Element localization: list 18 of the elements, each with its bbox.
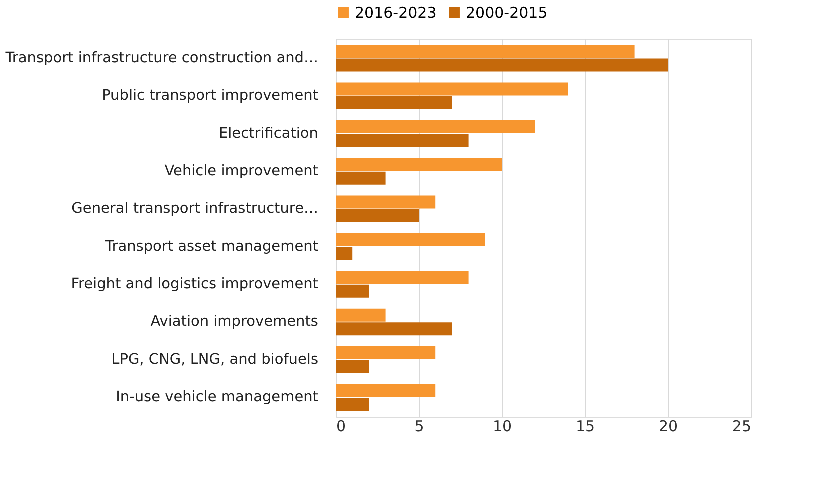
y-tick-label: Vehicle improvement [164, 163, 319, 180]
x-tick-label: 10 [492, 418, 512, 436]
y-tick-label: Freight and logistics improvement [71, 276, 319, 293]
legend-label: 2016-2023 [355, 4, 437, 22]
x-tick-label: 25 [732, 418, 752, 436]
y-tick-label: In-use vehicle management [116, 390, 319, 406]
y-tick-label: LPG, CNG, LNG, and biofuels [112, 352, 318, 368]
y-tick-label: Aviation improvements [150, 314, 318, 330]
y-tick-label: Public transport improvement [102, 88, 319, 104]
x-tick-label: 0 [336, 418, 346, 436]
y-tick-label: Transport asset management [104, 238, 319, 255]
y-tick-label: Transport infrastructure construction and… [4, 50, 318, 66]
legend-label: 2000-2015 [466, 4, 548, 22]
x-tick-label: 20 [658, 418, 678, 436]
x-tick-label: 15 [576, 418, 596, 436]
y-tick-label: General transport infrastructure… [72, 201, 318, 218]
x-tick-label: 5 [414, 418, 424, 436]
y-tick-label: Electrification [218, 126, 318, 142]
